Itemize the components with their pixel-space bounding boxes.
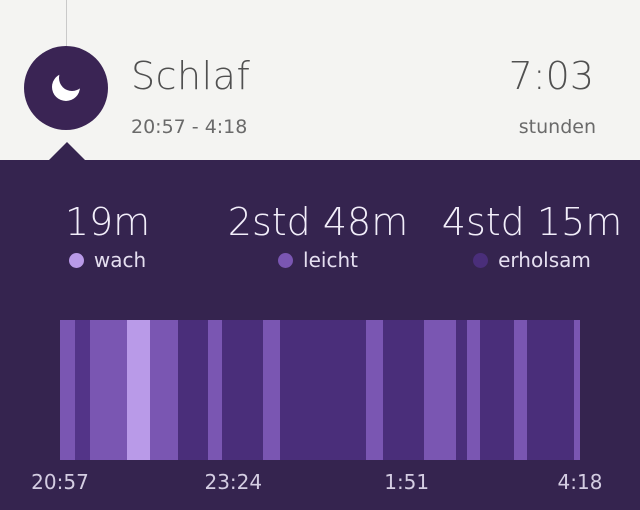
stat-label-text: leicht (303, 248, 358, 272)
sleep-segment-leicht (60, 320, 76, 460)
sleep-segment-leicht (208, 320, 223, 460)
sleep-segment-erholsam (279, 320, 367, 460)
sleep-segment-leicht (513, 320, 528, 460)
sleep-segment-leicht (365, 320, 384, 460)
duration-unit: stunden (518, 116, 596, 138)
stat-erholsam: 4std 15m erholsam (437, 200, 627, 272)
sleep-segment-erholsam (382, 320, 425, 460)
sleep-segment-leicht (424, 320, 457, 460)
stat-value: 4std 15m (441, 200, 623, 244)
x-tick-label: 1:51 (384, 470, 430, 494)
legend-dot-wach (68, 253, 84, 268)
stat-label: erholsam (437, 248, 627, 272)
stat-label-text: wach (93, 248, 147, 272)
legend-dot-erholsam (473, 253, 489, 268)
sleep-segment-erholsam (526, 320, 575, 460)
moon-icon (46, 66, 86, 110)
legend-dot-leicht (278, 253, 294, 268)
stat-label: wach (45, 248, 170, 272)
panel-pointer (48, 142, 86, 161)
stat-wach: 19m wach (45, 200, 170, 272)
page-title: Schlaf (131, 54, 251, 98)
sleep-segment-erholsam (178, 320, 209, 460)
sleep-segment-gap (75, 320, 91, 460)
x-tick-label: 4:18 (557, 470, 603, 494)
stat-value: 19m (64, 200, 151, 244)
stat-label: leicht (218, 248, 418, 272)
sleep-segment-wach (127, 320, 151, 460)
stat-label-text: erholsam (498, 248, 591, 272)
sleep-segment-leicht (90, 320, 128, 460)
x-tick-label: 20:57 (31, 470, 89, 494)
x-tick-label: 23:24 (204, 470, 263, 494)
sleep-avatar[interactable] (24, 46, 108, 130)
sleep-segment-leicht (262, 320, 281, 460)
sleep-segment-erholsam (456, 320, 468, 460)
time-range: 20:57 - 4:18 (131, 116, 248, 138)
stat-value: 2std 48m (227, 200, 409, 244)
sleep-segment-erholsam (480, 320, 515, 460)
sleep-header: Schlaf 20:57 - 4:18 7:03 stunden (0, 0, 640, 160)
sleep-segment-leicht (573, 320, 581, 460)
stat-leicht: 2std 48m leicht (218, 200, 418, 272)
sleep-segment-leicht (467, 320, 481, 460)
sleep-segment-leicht (149, 320, 179, 460)
sleep-stage-chart[interactable] (60, 320, 581, 460)
sleep-segment-erholsam (222, 320, 264, 460)
timeline-line (66, 0, 67, 46)
sleep-duration: 7:03 (508, 54, 594, 98)
